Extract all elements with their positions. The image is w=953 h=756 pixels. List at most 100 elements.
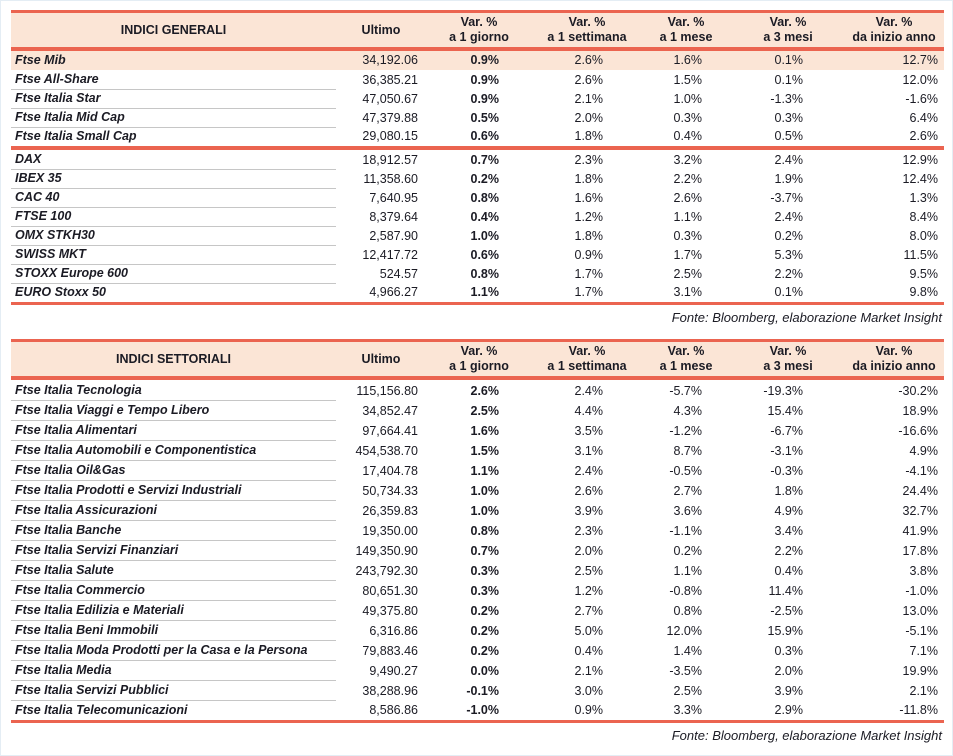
var-1week: 0.9%	[574, 703, 604, 717]
last-value: 4,966.27	[369, 285, 418, 299]
last-value: 36,385.21	[362, 72, 418, 87]
var-percent-label: Var. %	[568, 344, 606, 358]
var-1day: 0.4%	[470, 209, 500, 224]
table-row: Ftse Italia Prodotti e Servizi Industria…	[11, 480, 944, 501]
var-1day: 0.8%	[470, 523, 500, 538]
col-header-var-4: Var. % da inizio anno	[828, 342, 944, 376]
last-value: 115,156.80	[356, 383, 418, 398]
table-row: Ftse Italia Telecomunicazioni 8,586.86 -1.…	[11, 700, 944, 720]
var-1day: 0.2%	[470, 171, 500, 186]
var-1month: -5.7%	[669, 383, 702, 398]
var-ytd: 12.9%	[902, 152, 938, 167]
index-name: Ftse Italia Beni Immobili	[11, 620, 336, 641]
var-1month: 2.7%	[673, 483, 703, 498]
var-ytd: 3.8%	[909, 563, 939, 578]
table-row: Ftse Italia Oil&Gas 17,404.78 1.1% 2.4% -0.5…	[11, 460, 944, 481]
var-1day: 0.9%	[470, 53, 500, 67]
var-ytd: 9.8%	[909, 285, 939, 299]
var-1week: 2.3%	[574, 152, 604, 167]
index-name: Ftse Italia Prodotti e Servizi Industria…	[11, 480, 336, 501]
index-name: Ftse Italia Small Cap	[15, 129, 137, 143]
var-1day: 1.1%	[470, 285, 500, 299]
col-header-var-0: Var. % a 1 giorno	[426, 342, 513, 376]
last-value: 18,912.57	[362, 152, 418, 167]
var-1week: 3.5%	[574, 423, 604, 438]
var-1month: 2.6%	[673, 190, 703, 205]
table-row: FTSE 100 8,379.64 0.4% 1.2% 1.1% 2.4% 8.4%	[11, 207, 944, 227]
var-1week: 2.4%	[574, 383, 604, 398]
var-3months: 2.2%	[774, 543, 804, 558]
source-note: Fonte: Bloomberg, elaborazione Market In…	[671, 728, 942, 743]
table-row: Ftse Italia Moda Prodotti per la Casa e …	[11, 640, 944, 661]
var-1day: -1.0%	[466, 703, 499, 717]
table-row: Ftse Italia Tecnologia 115,156.80 2.6% 2.4%…	[11, 380, 944, 401]
last-value: 12,417.72	[362, 247, 418, 262]
var-ytd: -4.1%	[905, 463, 938, 478]
var-1month: -0.5%	[669, 463, 702, 478]
var-percent-label: Var. %	[460, 15, 498, 29]
var-1month: 1.5%	[673, 72, 703, 87]
header-double-rule	[11, 376, 944, 380]
period-label: a 1 mese	[659, 359, 713, 373]
var-1week: 2.1%	[574, 663, 604, 678]
var-percent-label: Var. %	[568, 15, 606, 29]
var-1day: 0.9%	[470, 72, 500, 87]
var-1week: 1.2%	[574, 209, 604, 224]
var-ytd: 9.5%	[909, 266, 939, 281]
var-3months: 5.3%	[774, 247, 804, 262]
var-ytd: 41.9%	[902, 523, 938, 538]
var-ytd: 4.9%	[909, 443, 939, 458]
period-label: da inizio anno	[852, 359, 936, 373]
section-double-rule	[11, 146, 944, 150]
var-1week: 2.6%	[574, 72, 604, 87]
table-row: Ftse All-Share 36,385.21 0.9% 2.6% 1.5% 0.1% 1…	[11, 70, 944, 90]
last-value: 38,288.96	[362, 683, 418, 698]
var-1day: 2.6%	[470, 383, 500, 398]
index-name: Ftse Italia Telecomunicazioni	[15, 703, 188, 717]
var-percent-label: Var. %	[460, 344, 498, 358]
var-percent-label: Var. %	[769, 15, 807, 29]
var-1month: 2.2%	[673, 171, 703, 186]
var-1week: 2.4%	[574, 463, 604, 478]
last-value: 17,404.78	[362, 463, 418, 478]
var-1day: 1.6%	[470, 423, 500, 438]
var-ytd: 32.7%	[902, 503, 938, 518]
var-1week: 1.7%	[574, 266, 604, 281]
var-1week: 2.7%	[574, 603, 604, 618]
var-3months: 2.9%	[774, 703, 804, 717]
var-3months: 11.4%	[768, 583, 803, 598]
var-1month: 1.1%	[673, 209, 703, 224]
period-label: a 1 giorno	[449, 30, 509, 44]
header-double-rule	[11, 47, 944, 51]
index-name: EURO Stoxx 50	[15, 285, 107, 299]
var-1week: 2.3%	[574, 523, 604, 538]
var-ytd: 19.9%	[902, 663, 938, 678]
var-3months: 3.4%	[774, 523, 804, 538]
var-1day: 0.3%	[470, 583, 500, 598]
var-3months: 15.4%	[767, 403, 803, 418]
var-1month: 4.3%	[673, 403, 703, 418]
period-label: a 1 settimana	[547, 359, 627, 373]
var-1month: -1.2%	[669, 423, 702, 438]
var-1week: 2.0%	[574, 110, 604, 125]
last-value: 34,852.47	[362, 403, 418, 418]
index-name: Ftse Italia Edilizia e Materiali	[11, 600, 336, 621]
index-name: Ftse Italia Commercio	[11, 580, 336, 601]
index-name: Ftse Italia Servizi Finanziari	[11, 540, 336, 561]
last-value: 8,586.86	[369, 703, 418, 717]
var-1month: 3.2%	[673, 152, 703, 167]
var-3months: 15.9%	[767, 623, 803, 638]
var-1month: -1.1%	[669, 523, 702, 538]
var-1day: 0.7%	[470, 152, 500, 167]
period-label: da inizio anno	[852, 30, 936, 44]
table-row: Ftse Mib 34,192.06 0.9% 2.6% 1.6% 0.1% 12.7%	[11, 51, 944, 70]
var-1week: 2.0%	[574, 543, 604, 558]
period-label: a 1 giorno	[449, 359, 509, 373]
table-row: Ftse Italia Banche 19,350.00 0.8% 2.3% -1.1%…	[11, 520, 944, 541]
period-label: a 3 mesi	[763, 359, 813, 373]
col-header-var-2: Var. % a 1 mese	[628, 13, 728, 47]
var-1month: -0.8%	[669, 583, 702, 598]
var-1day: 0.8%	[470, 190, 500, 205]
sector-table-body: Ftse Italia Tecnologia 115,156.80 2.6% 2.4%…	[11, 380, 944, 720]
table-row: Ftse Italia Media 9,490.27 0.0% 2.1% -3.5% 2.…	[11, 660, 944, 681]
